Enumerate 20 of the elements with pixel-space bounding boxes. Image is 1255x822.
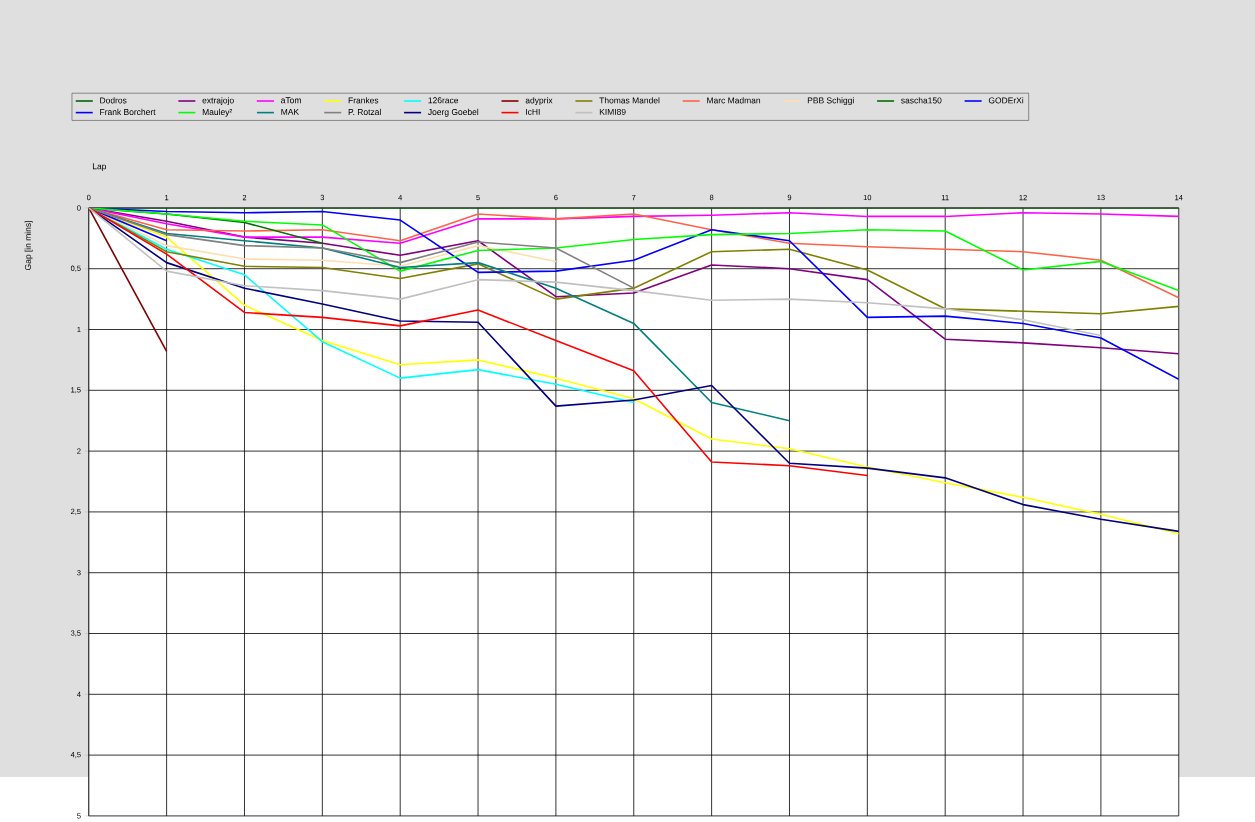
- legend-label: Marc Madman: [707, 97, 761, 104]
- legend-label: GODErXi: [988, 97, 1024, 104]
- legend-label: extrajojo: [202, 97, 234, 106]
- legend-label: P. Rotzal: [348, 108, 381, 116]
- legend-label: aTom: [281, 97, 301, 104]
- legend-label: PBB Schiggi: [807, 97, 854, 106]
- legend-label: IcHI: [526, 109, 540, 115]
- legend-label: sascha150: [901, 97, 942, 104]
- legend-label: adyprix: [525, 97, 553, 106]
- legend-label: Thomas Mandel: [599, 97, 660, 104]
- y-axis-title: Gap [in mins]: [24, 221, 33, 271]
- x-axis-title: Lap: [92, 163, 107, 172]
- legend-label: Frank Borchert: [100, 108, 156, 116]
- legend-label: Dodros: [100, 97, 127, 104]
- legend-label: Joerg Goebel: [428, 108, 479, 117]
- legend-label: MAK: [281, 109, 299, 115]
- legend-label: 126race: [428, 97, 459, 104]
- legend-label: Mauley²: [202, 108, 233, 117]
- legend-label: Frankes: [348, 97, 379, 104]
- legend-label: KIMI89: [599, 108, 626, 115]
